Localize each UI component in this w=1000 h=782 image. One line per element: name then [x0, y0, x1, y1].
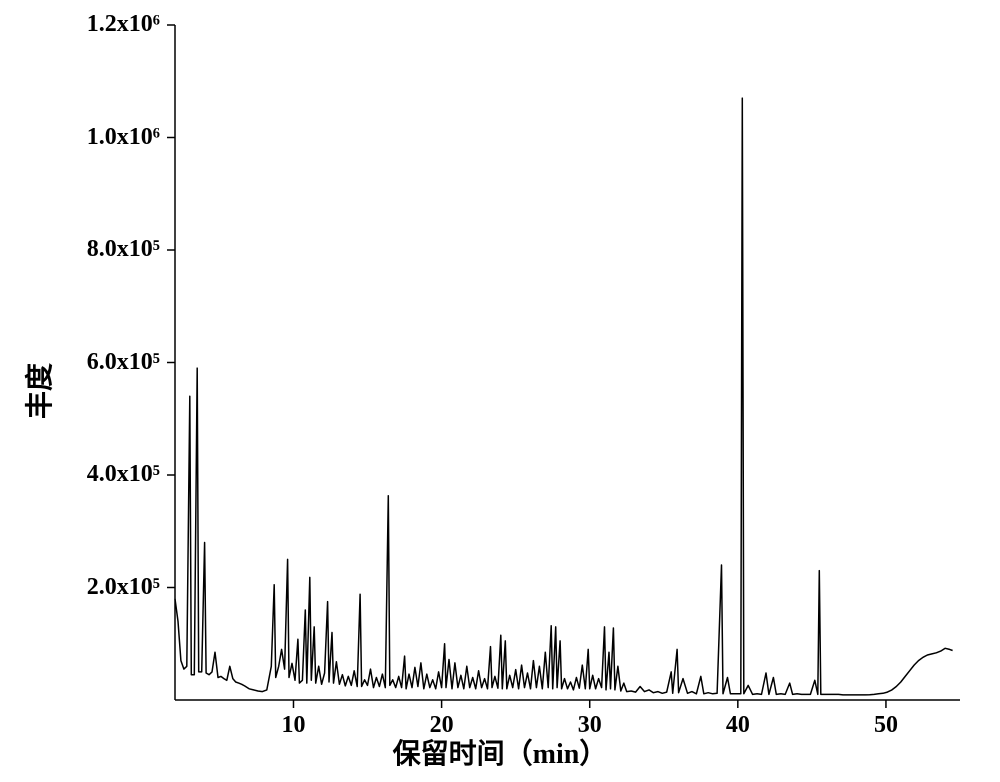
- ytick-label-1: 4.0x10⁵: [70, 461, 160, 488]
- ytick-label-2: 6.0x10⁵: [70, 349, 160, 376]
- xtick-label-0: 10: [263, 712, 323, 739]
- ytick-label-0: 2.0x10⁵: [70, 574, 160, 601]
- xtick-label-3: 40: [708, 712, 768, 739]
- chart-svg: [0, 0, 1000, 782]
- chromatogram-chart: 丰度 保留时间（min） 2.0x10⁵ 4.0x10⁵ 6.0x10⁵ 8.0…: [0, 0, 1000, 782]
- xtick-label-1: 20: [412, 712, 472, 739]
- y-axis-label: 丰度: [18, 363, 58, 419]
- xtick-label-4: 50: [856, 712, 916, 739]
- ytick-label-3: 8.0x10⁵: [70, 236, 160, 263]
- xtick-label-2: 30: [560, 712, 620, 739]
- ytick-label-4: 1.0x10⁶: [70, 124, 160, 151]
- ytick-label-5: 1.2x10⁶: [70, 11, 160, 38]
